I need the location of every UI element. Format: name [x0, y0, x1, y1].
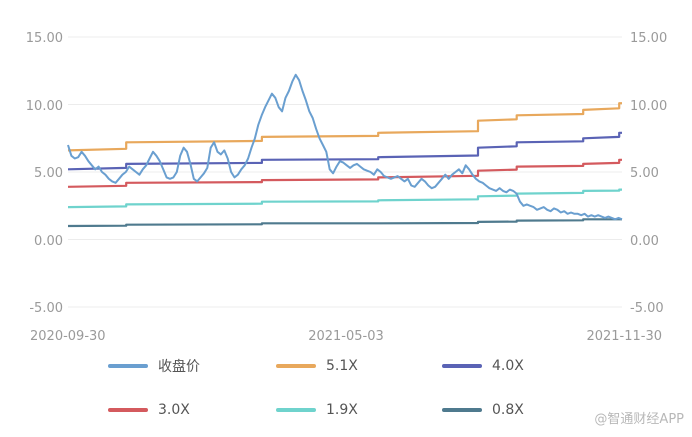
x-tick-end: 2021-11-30	[586, 329, 662, 344]
legend-item-1-9x: 1.9X	[276, 400, 358, 420]
legend-label-4-0x: 4.0X	[492, 358, 524, 374]
series-line-5	[67, 218, 622, 228]
legend-label-0-8x: 0.8X	[492, 402, 524, 418]
y-tick-right-0: 0.00	[630, 234, 659, 249]
y-tick-left-0: 0.00	[34, 234, 63, 249]
y-tick-right-10: 10.00	[630, 99, 667, 114]
legend-label-close: 收盘价	[158, 359, 200, 375]
series-line-close	[67, 73, 623, 221]
legend-item-4-0x: 4.0X	[442, 356, 524, 376]
y-tick-right-15: 15.00	[630, 31, 667, 46]
y-tick-right-5: 5.00	[630, 166, 659, 181]
grid-lines	[68, 36, 622, 308]
axis-labels: 15.00 10.00 5.00 0.00 -5.00 15.00 10.00 …	[26, 31, 667, 344]
legend-swatch-close	[108, 364, 148, 368]
legend-swatch-0-8x	[442, 408, 482, 412]
y-tick-left-5: 5.00	[34, 166, 63, 181]
y-tick-right-neg5: -5.00	[630, 301, 664, 316]
legend-label-3-0x: 3.0X	[158, 402, 190, 418]
legend-item-5-1x: 5.1X	[276, 356, 358, 376]
series-line-2	[67, 131, 622, 171]
legend-item-close: 收盘价	[108, 356, 200, 376]
series-layer	[67, 73, 623, 228]
y-tick-left-10: 10.00	[26, 99, 63, 114]
watermark: @智通财经APP	[594, 412, 684, 427]
legend: 收盘价 5.1X 4.0X 3.0X 1.9X 0.8X	[108, 354, 578, 424]
legend-label-1-9x: 1.9X	[326, 402, 358, 418]
legend-swatch-1-9x	[276, 408, 316, 412]
legend-swatch-5-1x	[276, 364, 316, 368]
legend-item-0-8x: 0.8X	[442, 400, 524, 420]
x-tick-mid: 2021-05-03	[308, 329, 384, 344]
series-line-1	[67, 102, 622, 152]
y-tick-left-neg5: -5.00	[29, 301, 63, 316]
series-line-4	[67, 188, 622, 209]
series-line-3	[67, 158, 622, 188]
legend-swatch-3-0x	[108, 408, 148, 412]
legend-label-5-1x: 5.1X	[326, 358, 358, 374]
y-tick-left-15: 15.00	[26, 31, 63, 46]
legend-swatch-4-0x	[442, 364, 482, 368]
x-tick-start: 2020-09-30	[30, 329, 106, 344]
legend-item-3-0x: 3.0X	[108, 400, 190, 420]
